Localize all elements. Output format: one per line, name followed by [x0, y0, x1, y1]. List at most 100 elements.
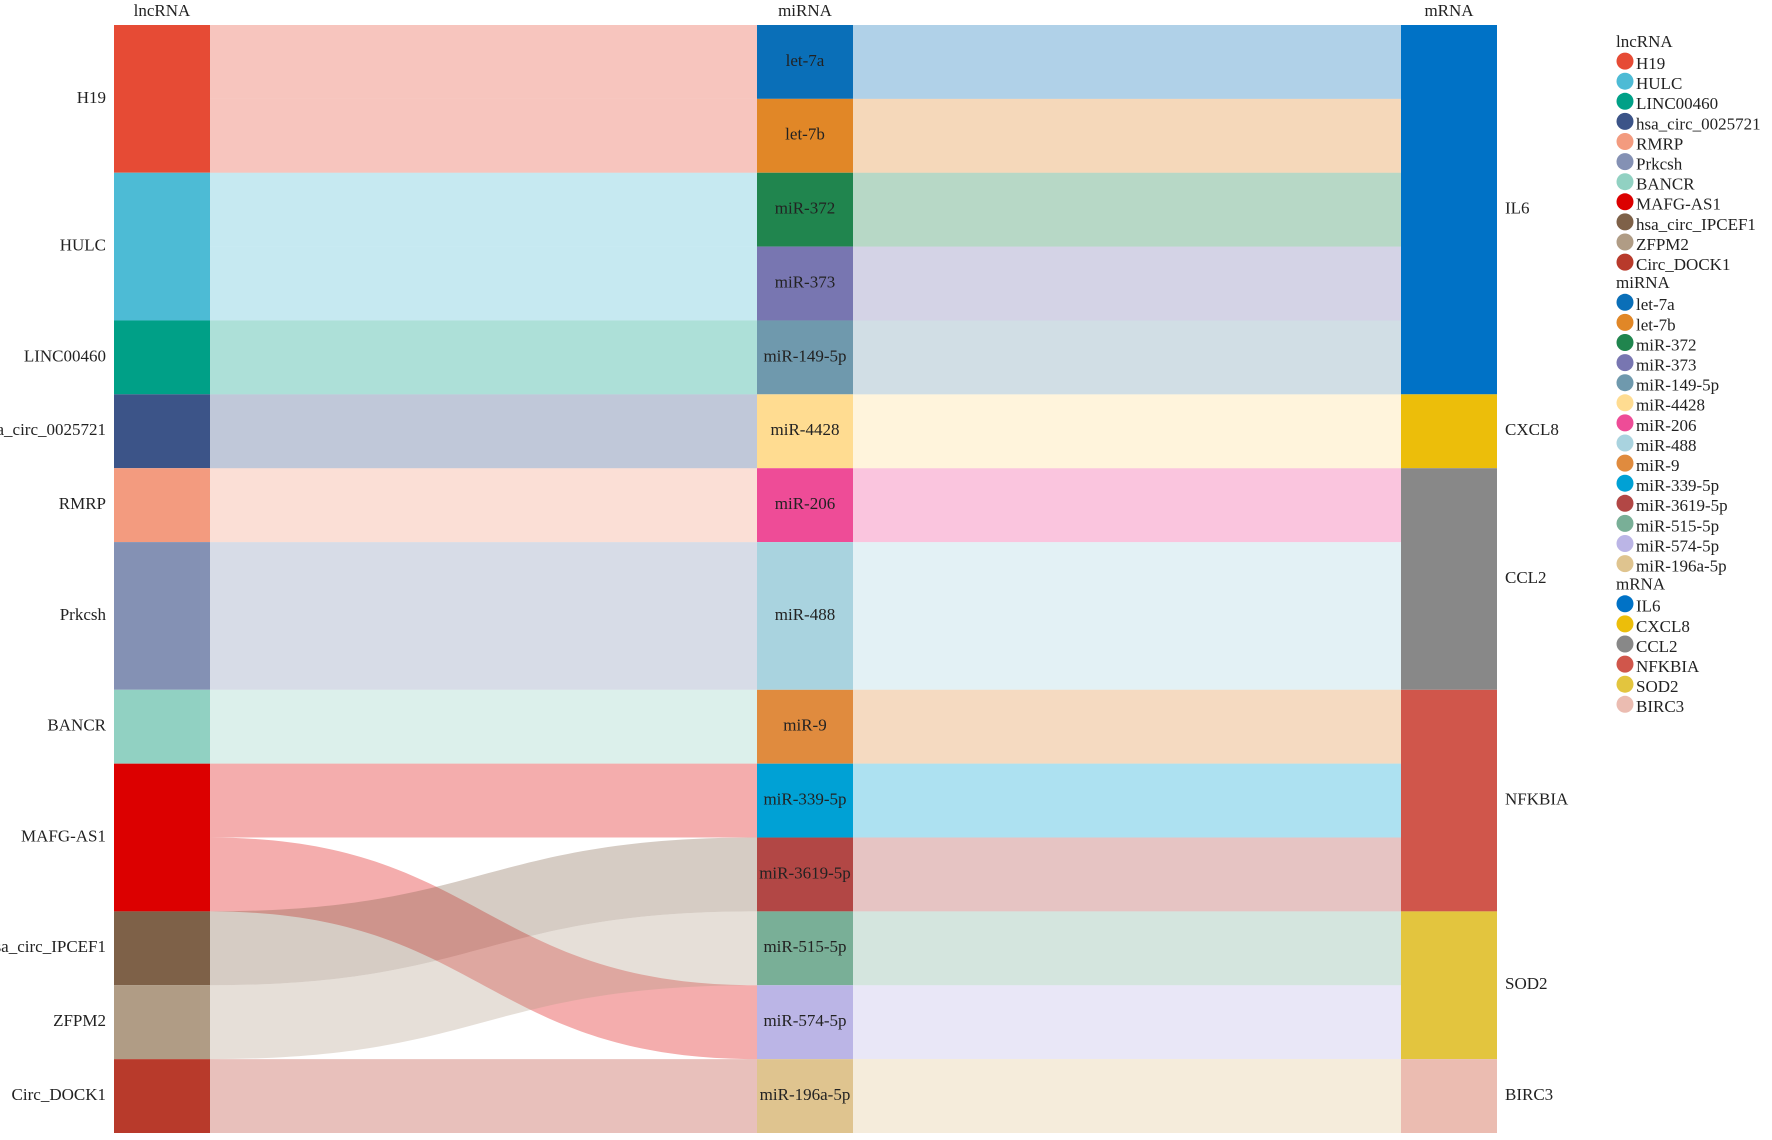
node-label: miR-339-5p [763, 790, 846, 809]
node-bar [757, 542, 853, 690]
legend-label: let-7b [1636, 315, 1676, 334]
legend-swatch [1616, 454, 1634, 472]
legend-swatch [1616, 675, 1634, 693]
legend-label: miR-4428 [1636, 396, 1705, 415]
legend-label: IL6 [1636, 597, 1661, 616]
node-bar [757, 246, 853, 321]
link [210, 542, 757, 690]
link [853, 763, 1401, 838]
node-bar [757, 763, 853, 838]
link [853, 468, 1401, 543]
node-label: LINC00460 [24, 346, 106, 365]
node-label: IL6 [1505, 199, 1530, 218]
link [210, 394, 757, 469]
link [210, 689, 757, 764]
legend-swatch [1616, 72, 1634, 90]
legend-label: hsa_circ_IPCEF1 [1636, 215, 1756, 234]
legend-label: miR-515-5p [1636, 516, 1719, 535]
legend-swatch [1616, 153, 1634, 171]
node-label: miR-515-5p [763, 937, 846, 956]
legend-label: miR-149-5p [1636, 376, 1719, 395]
node-bar [114, 911, 210, 986]
link [210, 468, 757, 543]
node-label: HULC [60, 236, 106, 255]
link [853, 25, 1401, 99]
link [853, 172, 1401, 247]
node-label: miR-196a-5p [760, 1085, 851, 1104]
legend-label: miR-9 [1636, 456, 1679, 475]
node-bar [114, 468, 210, 543]
legend-swatch [1616, 494, 1634, 512]
legend-label: miR-372 [1636, 335, 1696, 354]
node-bar [757, 172, 853, 247]
node-label: miR-373 [775, 272, 835, 291]
node-label: miR-4428 [771, 420, 840, 439]
legend-swatch [1616, 535, 1634, 552]
node-bar [114, 542, 210, 690]
legend-label: CXCL8 [1636, 617, 1690, 636]
legend-label: SOD2 [1636, 677, 1679, 696]
legend-swatch [1616, 414, 1634, 432]
node-bar [1401, 394, 1497, 469]
link [853, 911, 1401, 986]
legend-label: LINC00460 [1636, 94, 1718, 113]
link [210, 837, 757, 986]
link [210, 25, 757, 99]
legend-label: miR-488 [1636, 436, 1696, 455]
node-label: RMRP [59, 494, 106, 513]
node-label: Circ_DOCK1 [12, 1085, 106, 1104]
legend-label: HULC [1636, 74, 1682, 93]
link [853, 1059, 1401, 1133]
node-label: Prkcsh [60, 605, 107, 624]
node-bar [757, 985, 853, 1060]
link [853, 542, 1401, 690]
legend-label: H19 [1636, 54, 1665, 73]
legend-swatch [1616, 615, 1634, 633]
legend-swatch [1616, 555, 1634, 573]
legend-swatch [1616, 474, 1634, 492]
legend-label: miR-206 [1636, 416, 1696, 435]
legend-swatch [1616, 394, 1634, 412]
legend-swatch [1616, 233, 1634, 251]
node-label: hsa_circ_0025721 [0, 420, 106, 439]
node-bar [114, 25, 210, 173]
node-bar [114, 172, 210, 321]
node-bar [1401, 689, 1497, 912]
legend-label: CCL2 [1636, 637, 1678, 656]
node-label: SOD2 [1505, 974, 1548, 993]
node-bar [1401, 468, 1497, 690]
node-bar [114, 689, 210, 764]
column-header: mRNA [1424, 1, 1474, 20]
node-bar [757, 1059, 853, 1133]
link [210, 172, 757, 247]
link [210, 246, 757, 321]
link [210, 911, 757, 1060]
link [210, 320, 757, 395]
legend-swatch [1616, 514, 1634, 532]
node-label: let-7b [785, 125, 825, 144]
legend-swatch [1616, 52, 1634, 70]
legend-label: Prkcsh [1636, 155, 1683, 174]
legend-swatch [1616, 374, 1634, 392]
node-label: MAFG-AS1 [21, 826, 106, 845]
node-label: ZFPM2 [53, 1011, 106, 1030]
column-header: lncRNA [134, 1, 191, 20]
node-label: BIRC3 [1505, 1085, 1553, 1104]
node-bar [757, 25, 853, 99]
node-bar [114, 763, 210, 912]
legend-swatch [1616, 173, 1634, 191]
legend-swatch [1616, 253, 1634, 271]
legend-swatch [1616, 334, 1634, 351]
node-bar [757, 911, 853, 986]
legend-heading: lncRNA [1616, 32, 1673, 51]
node-bar [114, 1059, 210, 1133]
legend-label: ZFPM2 [1636, 235, 1689, 254]
node-label: CCL2 [1505, 568, 1547, 587]
node-label: BANCR [47, 716, 106, 735]
legend-swatch [1616, 193, 1634, 211]
node-label: let-7a [786, 51, 825, 70]
link [853, 985, 1401, 1060]
legend-label: RMRP [1636, 134, 1683, 153]
